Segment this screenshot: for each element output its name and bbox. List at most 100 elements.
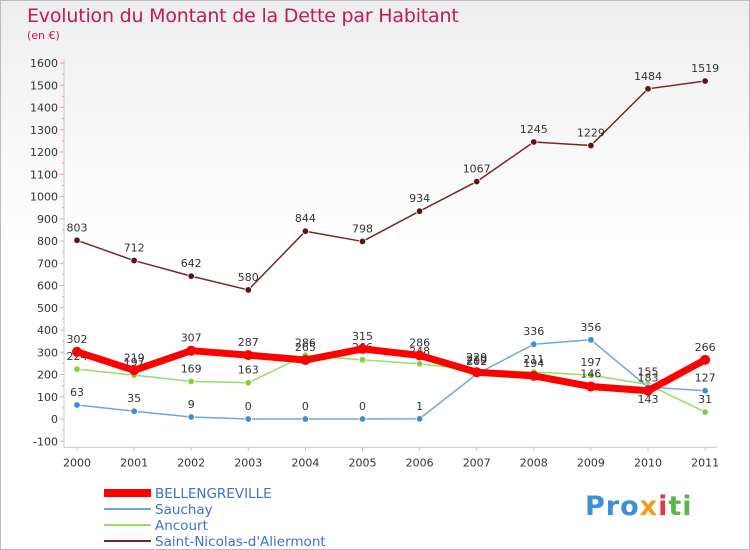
y-tick-label: 1500: [30, 79, 58, 92]
data-point-sauchay: [73, 401, 81, 409]
data-label-saint-nicolas-d-aliermont: 580: [238, 271, 259, 284]
data-point-saint-nicolas-d-aliermont: [244, 286, 252, 294]
y-tick-label: 800: [37, 235, 58, 248]
legend-label: Ancourt: [155, 518, 208, 534]
x-tick-label: 2003: [234, 456, 262, 469]
data-label-sauchay: 63: [70, 386, 84, 399]
data-point-saint-nicolas-d-aliermont: [587, 141, 595, 150]
data-label-ancourt: 197: [580, 356, 601, 369]
data-point-bellengreville: [243, 350, 254, 361]
data-point-saint-nicolas-d-aliermont: [301, 227, 310, 235]
data-label-sauchay: 0: [302, 400, 309, 413]
data-label-saint-nicolas-d-aliermont: 798: [352, 222, 373, 235]
data-label-saint-nicolas-d-aliermont: 1229: [577, 127, 605, 140]
data-point-sauchay: [244, 415, 252, 423]
data-label-sauchay: 143: [638, 393, 659, 406]
chart-title: Evolution du Montant de la Dette par Hab…: [27, 5, 459, 27]
x-tick-label: 2011: [691, 456, 719, 469]
y-tick-label: 1600: [30, 57, 58, 70]
data-point-sauchay: [301, 415, 310, 423]
x-tick-label: 2010: [634, 456, 662, 469]
data-label-bellengreville: 219: [124, 351, 145, 364]
data-point-saint-nicolas-d-aliermont: [415, 207, 424, 215]
x-tick-label: 2005: [349, 456, 377, 469]
chart-subtitle: (en €): [27, 29, 60, 42]
y-tick-label: -100: [33, 435, 58, 448]
data-label-bellengreville: 266: [695, 341, 716, 354]
x-tick-label: 2007: [463, 456, 491, 469]
data-label-ancourt: 286: [295, 336, 316, 349]
legend-label: Saint-Nicolas-d'Aliermont: [155, 534, 326, 549]
data-label-sauchay: 356: [580, 321, 601, 334]
logo-part-3: i: [658, 491, 669, 522]
data-point-ancourt: [244, 379, 252, 387]
data-point-ancourt: [701, 408, 709, 416]
data-label-sauchay: 9: [188, 398, 195, 411]
data-label-ancourt: 31: [698, 393, 712, 406]
data-label-bellengreville: 302: [67, 333, 88, 346]
x-tick-label: 2009: [577, 456, 605, 469]
x-tick-label: 2008: [520, 456, 548, 469]
data-label-bellengreville: 146: [580, 368, 601, 381]
data-label-sauchay: 202: [466, 355, 487, 368]
x-tick-label: 2001: [120, 456, 148, 469]
data-point-bellengreville: [643, 385, 653, 396]
data-point-bellengreville: [414, 350, 425, 361]
x-tick-label: 2006: [406, 456, 434, 469]
data-point-sauchay: [130, 407, 138, 415]
y-tick-label: 900: [37, 213, 58, 226]
series-line-ancourt: [76, 354, 706, 413]
data-point-bellengreville: [585, 381, 596, 392]
data-label-saint-nicolas-d-aliermont: 1067: [463, 163, 491, 176]
series-line-sauchay: [76, 339, 706, 420]
x-tick-label: 2002: [177, 456, 205, 469]
data-point-saint-nicolas-d-aliermont: [530, 138, 538, 146]
proxiti-logo: Proxiti: [585, 491, 693, 522]
data-label-saint-nicolas-d-aliermont: 1484: [634, 70, 662, 83]
data-label-sauchay: 35: [127, 392, 141, 405]
data-label-ancourt: 163: [238, 364, 259, 377]
data-label-sauchay: 0: [359, 400, 366, 413]
data-label-ancourt: 155: [638, 366, 659, 379]
data-label-bellengreville: 286: [409, 336, 430, 349]
data-point-sauchay: [701, 387, 709, 395]
data-point-bellengreville: [186, 345, 197, 356]
data-point-saint-nicolas-d-aliermont: [644, 85, 652, 93]
y-tick-label: 200: [37, 369, 58, 382]
data-label-bellengreville: 287: [238, 336, 259, 349]
data-point-bellengreville: [700, 354, 711, 365]
y-tick-label: 600: [37, 280, 58, 293]
legend-label: BELLENGREVILLE: [155, 486, 272, 502]
logo-part-1: Pro: [585, 491, 640, 522]
data-point-sauchay: [587, 336, 595, 344]
data-point-ancourt: [587, 371, 595, 379]
data-label-sauchay: 1: [416, 400, 423, 413]
data-label-sauchay: 0: [245, 400, 252, 413]
data-label-saint-nicolas-d-aliermont: 803: [67, 221, 88, 234]
y-tick-label: 400: [37, 324, 58, 337]
logo-part-4: ti: [668, 491, 693, 522]
data-point-bellengreville: [300, 355, 311, 366]
data-point-sauchay: [530, 340, 538, 348]
data-point-ancourt: [358, 356, 367, 364]
data-point-saint-nicolas-d-aliermont: [73, 236, 81, 245]
data-point-saint-nicolas-d-aliermont: [358, 237, 367, 246]
y-tick-label: 0: [51, 413, 58, 426]
y-tick-label: 500: [37, 302, 58, 315]
y-tick-label: 1000: [30, 191, 58, 204]
data-point-saint-nicolas-d-aliermont: [130, 256, 138, 265]
data-point-ancourt: [187, 377, 195, 386]
data-point-saint-nicolas-d-aliermont: [187, 272, 195, 280]
data-point-saint-nicolas-d-aliermont: [473, 177, 481, 186]
data-point-sauchay: [187, 413, 195, 421]
data-label-bellengreville: 194: [523, 357, 544, 370]
legend-label: Sauchay: [155, 502, 213, 518]
y-tick-label: 100: [37, 391, 58, 404]
data-label-bellengreville: 315: [352, 330, 373, 343]
data-label-saint-nicolas-d-aliermont: 1245: [520, 123, 548, 136]
data-point-sauchay: [415, 415, 424, 423]
data-label-bellengreville: 265: [295, 341, 316, 354]
y-tick-label: 700: [37, 257, 58, 270]
